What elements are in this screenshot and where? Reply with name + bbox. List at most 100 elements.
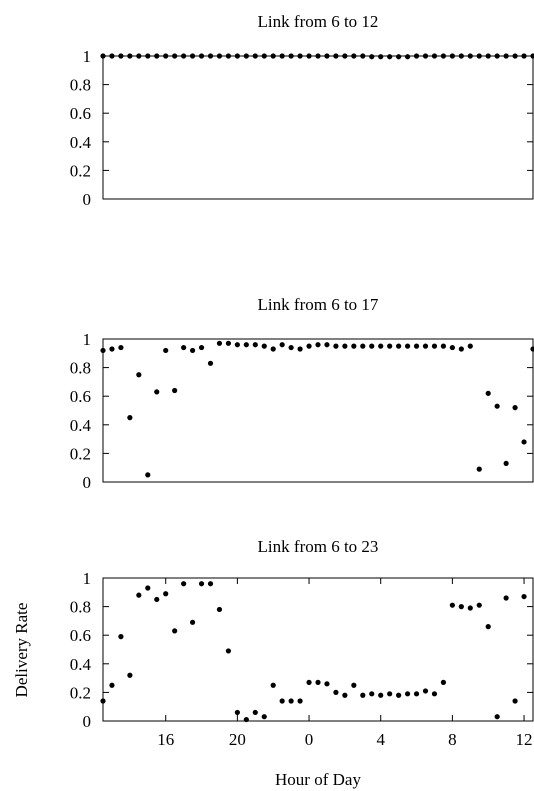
data-point — [100, 698, 106, 704]
data-point — [100, 347, 106, 354]
data-point — [315, 53, 321, 59]
data-point — [207, 53, 214, 59]
data-points — [100, 53, 534, 60]
data-point — [109, 53, 115, 59]
data-point — [270, 53, 276, 59]
data-point — [324, 53, 330, 59]
data-point — [154, 596, 160, 603]
data-point — [494, 53, 500, 59]
x-ticks: 16 20 0 4 8 12 — [157, 578, 533, 749]
data-point — [207, 360, 214, 366]
data-point — [279, 698, 285, 704]
data-point — [333, 343, 339, 349]
data-point — [279, 53, 285, 59]
data-point — [467, 605, 473, 611]
y-tick-label: 0.6 — [70, 387, 91, 406]
data-point — [351, 343, 357, 349]
data-point — [485, 53, 491, 59]
data-point — [458, 346, 464, 352]
data-point — [225, 53, 232, 59]
y-tick-label: 1 — [83, 569, 92, 588]
data-point — [449, 602, 455, 608]
data-point — [145, 472, 151, 478]
data-point — [252, 53, 258, 59]
data-point — [413, 691, 420, 697]
data-point — [449, 344, 455, 351]
x-tick-label: 4 — [376, 730, 385, 749]
data-point — [440, 679, 447, 685]
data-point — [413, 343, 420, 349]
panel-link-6-12: Link from 6 to 12 0 0.2 0.4 0.6 0.8 1 — [70, 12, 534, 209]
data-points — [100, 581, 527, 723]
x-axis-label: Hour of Day — [275, 770, 361, 789]
data-point — [387, 691, 393, 697]
data-point — [387, 343, 393, 349]
data-point — [306, 343, 312, 349]
data-point — [431, 53, 438, 59]
data-point — [404, 54, 411, 60]
data-point — [306, 679, 312, 685]
data-point — [530, 346, 534, 352]
data-point — [207, 581, 214, 587]
data-point — [109, 346, 115, 352]
data-point — [422, 53, 429, 59]
data-points — [100, 340, 534, 478]
data-point — [530, 53, 534, 59]
y-axis-label: Delivery Rate — [12, 603, 31, 698]
data-point — [494, 403, 500, 409]
y-tick-label: 0.4 — [70, 655, 92, 674]
data-point — [512, 405, 518, 411]
plot-frame — [102, 577, 534, 722]
data-point — [324, 342, 330, 348]
y-tick-label: 0.8 — [70, 598, 91, 617]
data-point — [351, 682, 357, 688]
data-point — [163, 591, 169, 597]
data-point — [118, 634, 124, 640]
data-point — [404, 343, 411, 349]
data-point — [234, 53, 240, 59]
data-point — [369, 343, 375, 349]
data-point — [431, 343, 438, 349]
y-tick-label: 0.4 — [70, 133, 92, 152]
data-point — [378, 343, 384, 349]
data-point — [342, 53, 348, 59]
data-point — [216, 53, 223, 59]
data-point — [521, 53, 527, 59]
data-point — [413, 53, 420, 59]
data-point — [369, 54, 375, 60]
data-point — [243, 716, 249, 723]
data-point — [476, 53, 482, 59]
data-point — [145, 585, 151, 591]
data-point — [163, 53, 169, 59]
y-ticks: 0 0.2 0.4 0.6 0.8 1 — [70, 330, 533, 492]
data-point — [485, 624, 491, 630]
plot-frame — [102, 55, 534, 200]
data-point — [422, 343, 429, 349]
data-point — [189, 53, 196, 59]
data-point — [458, 604, 464, 610]
x-tick-label: 12 — [516, 730, 533, 749]
data-point — [136, 372, 142, 378]
data-point — [181, 53, 187, 59]
data-point — [127, 53, 133, 59]
data-point — [118, 53, 124, 59]
data-point — [181, 344, 187, 351]
data-point — [189, 347, 196, 354]
panel-link-6-23: Link from 6 to 23 0 0.2 0.4 0.6 0.8 1 16 20 0 4 8… — [70, 537, 534, 749]
data-point — [360, 343, 366, 349]
data-point — [181, 581, 187, 587]
data-point — [234, 342, 240, 348]
x-tick-label: 0 — [305, 730, 314, 749]
data-point — [163, 347, 169, 354]
data-point — [270, 346, 276, 352]
x-tick-label: 8 — [448, 730, 457, 749]
data-point — [172, 53, 178, 59]
data-point — [252, 709, 258, 716]
data-point — [494, 714, 500, 720]
data-point — [404, 691, 411, 697]
data-point — [342, 692, 348, 698]
data-point — [431, 691, 438, 697]
data-point — [378, 692, 384, 698]
data-point — [243, 342, 249, 348]
y-tick-label: 0.2 — [70, 161, 91, 180]
